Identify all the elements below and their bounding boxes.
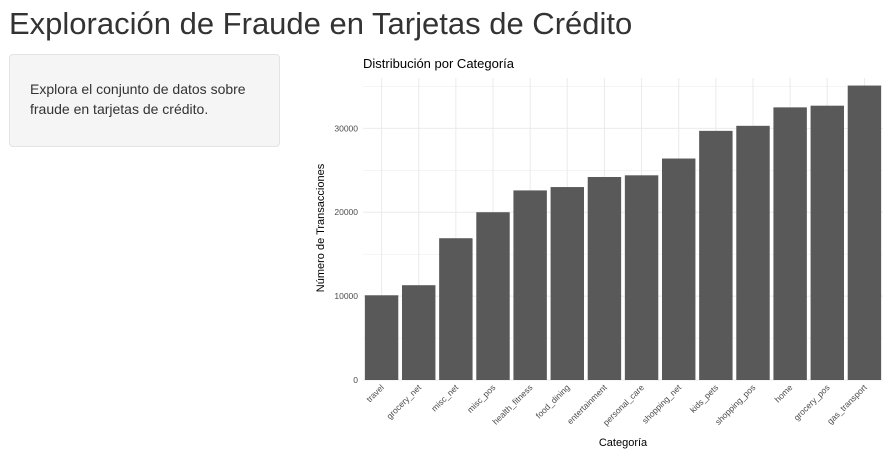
y-tick-label: 20000 [334,207,358,217]
y-axis-label: Número de Transacciones [315,163,327,292]
x-tick-label: misc_pos [465,382,497,414]
x-tick-label: kids_pets [688,382,720,414]
bars [364,85,882,381]
bar-home [773,107,807,380]
sidebar-description: Explora el conjunto de datos sobre fraud… [30,81,246,117]
page-title: Exploración de Fraude en Tarjetas de Cré… [9,6,633,41]
bar-grocery_pos [810,105,844,380]
bar-food_dining [550,187,584,380]
bar-misc_pos [476,212,510,380]
y-tick-label: 10000 [334,291,358,301]
x-tick-label: home [772,382,794,404]
bar-personal_care [624,175,659,380]
x-tick-label: food_dining [534,382,572,420]
bar-travel [364,295,399,380]
y-tick-label: 30000 [334,123,358,133]
x-tick-label: shopping_net [640,382,684,426]
bar-health_fitness [513,190,547,380]
x-axis-label: Categoría [599,437,648,449]
bar-shopping_net [662,158,696,380]
x-tick-label: health_fitness [490,382,534,426]
x-tick-label: misc_net [429,382,461,414]
x-tick-label: grocery_pos [792,382,832,422]
bar-entertainment [587,176,622,380]
sidebar-panel: Explora el conjunto de datos sobre fraud… [9,54,280,147]
x-tick-label: grocery_net [384,382,423,421]
x-tick-label: gas_transport [825,382,869,426]
x-tick-label: travel [364,382,386,404]
bar-kids_pets [699,130,733,380]
bar-grocery_net [402,285,436,380]
chart-title: Distribución por Categoría [363,56,515,71]
bar-shopping_pos [736,125,770,380]
y-tick-label: 0 [353,375,358,385]
bar-gas_transport [847,85,882,381]
bar-misc_net [439,238,473,380]
y-axis-ticks: 0 10000 20000 30000 [334,123,358,385]
